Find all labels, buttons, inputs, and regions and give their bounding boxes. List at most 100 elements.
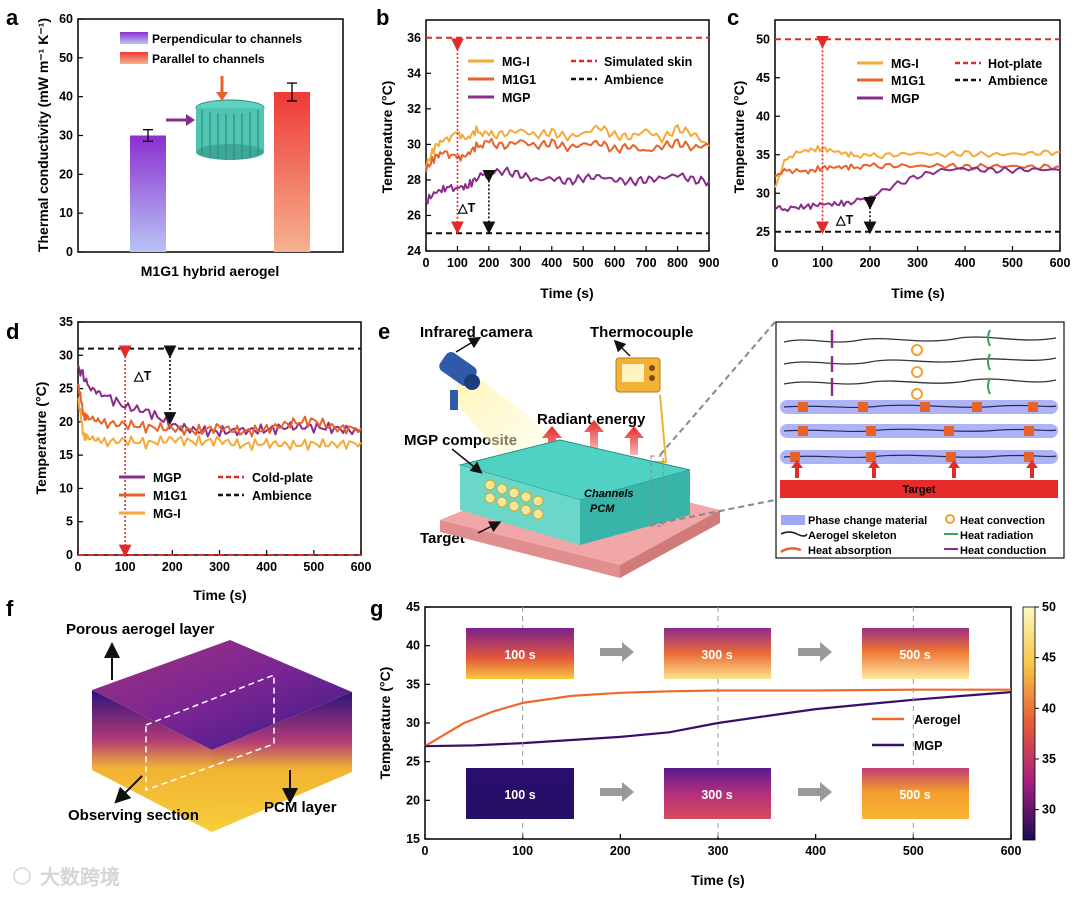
panel-c-xlabel: Time (s) [891,285,944,301]
thermocouple-icon [613,339,668,463]
series-mg-i [774,145,1061,188]
y-tick-label: 25 [756,225,770,239]
label-pcm-e: PCM [590,503,615,515]
x-tick-label: 0 [75,560,82,574]
x-tick-label: 900 [699,256,720,270]
panel-letter-g: g [370,596,383,621]
panel-b-ylabel: Temperature (°C) [379,81,395,194]
label-thermocouple: Thermocouple [590,324,693,341]
label-radiant-energy: Radiant energy [537,411,646,428]
panel-b-line-chart: 0 100 200 300 400 500 600 700 800 900 24 26 28 30 32 34… [379,19,720,301]
legend-g-mgp: MGP [914,739,942,753]
series-m1g1 [77,383,362,438]
y-tick-label: 34 [407,66,421,80]
panel-d-xlabel: Time (s) [193,587,246,603]
y-tick-label: 5 [66,515,73,529]
bar-perpendicular [130,135,166,252]
panel-letter-f: f [6,596,14,621]
inset-row-top: 100 s 300 s 500 s [466,628,969,679]
legend-c-ambience: Ambience [988,74,1048,88]
inset-bottom-3 [862,768,969,819]
x-tick-label: 500 [1002,256,1023,270]
y-tick-label: 40 [756,109,770,123]
legend-e-skeleton: Aerogel skeleton [808,530,897,542]
y-tick-label: 50 [59,51,73,65]
mgp-composite-block: Channels PCM [440,439,720,578]
legend-g-aerogel: Aerogel [914,713,961,727]
legend-c-m1g1: M1G1 [891,74,925,88]
y-tick-label: 20 [59,167,73,181]
x-tick-label: 300 [907,256,928,270]
inset-bottom-2-label: 300 s [701,788,732,802]
inset-row-bottom: 100 s 300 s 500 s [466,768,969,819]
heat-absorption-icon [780,547,802,554]
legend-e-absorption: Heat absorption [808,545,892,557]
colorbar-tick-label: 50 [1042,600,1056,614]
legend-e-convection: Heat convection [960,515,1045,527]
x-tick-label: 0 [422,844,429,858]
panel-letter-c: c [727,5,739,30]
y-tick-label: 15 [406,832,420,846]
colorbar-tick-label: 45 [1042,651,1056,665]
y-tick-label: 20 [59,415,73,429]
panel-b-frame [425,19,710,252]
block-front-face [92,690,212,832]
series-mgp [774,166,1061,213]
y-tick-label: 25 [406,755,420,769]
block-right-face [212,692,352,832]
inset-bottom-1-label: 100 s [504,788,535,802]
y-tick-label: 30 [407,137,421,151]
watermark: 大数跨境 [13,865,120,889]
x-tick-label: 600 [351,560,372,574]
legend-d-mgp: MGP [153,471,181,485]
legend-d-ambience: Ambience [252,489,312,503]
legend-swatch-perpendicular [120,32,148,44]
legend-pcm-swatch [781,515,805,525]
panel-letter-e: e [378,319,390,344]
zoom-target-label: Target [903,484,936,496]
panel-g-xlabel: Time (s) [691,872,744,888]
legend-c-hotplate: Hot-plate [988,57,1042,71]
legend-b-mgi: MG-I [502,55,530,69]
panel-f-schematic: Porous aerogel layer Observing section P… [66,621,352,832]
x-tick-label: 100 [447,256,468,270]
series-mg-i [425,124,710,169]
inset-arrow-icon [798,642,832,662]
legend-e-pcm: Phase change material [808,515,927,527]
y-tick-label: 28 [407,173,421,187]
legend-e-radiation: Heat radiation [960,530,1034,542]
inset-top-2-label: 300 s [701,648,732,662]
series-mgp [425,166,710,205]
y-tick-label: 30 [59,348,73,362]
series-m1g1 [775,162,1061,177]
watermark-text: 大数跨境 [40,865,120,889]
label-observing-section: Observing section [68,807,199,824]
inset-arrow-icon [798,782,832,802]
y-tick-label: 26 [407,208,421,222]
panel-d-legend: MGP M1G1 MG-I Cold-plate Ambience [119,471,313,521]
x-tick-label: 700 [636,256,657,270]
series-mg-i [77,397,362,452]
y-tick-label: 36 [407,31,421,45]
x-tick-label: 300 [510,256,531,270]
x-tick-label: 500 [303,560,324,574]
y-tick-label: 10 [59,481,73,495]
x-tick-label: 400 [541,256,562,270]
legend-label-parallel: Parallel to channels [152,52,265,66]
inset-arrows [600,642,832,802]
y-tick-label: 35 [756,148,770,162]
legend-d-mgi: MG-I [153,507,181,521]
colorbar-tick-label: 30 [1042,803,1056,817]
x-tick-label: 500 [573,256,594,270]
legend-c-mgi: MG-I [891,57,919,71]
panel-a-ylabel: Thermal conductivity (mW m⁻¹ K⁻¹) [35,18,51,252]
y-tick-label: 35 [59,315,73,329]
inset-arrow-icon [600,642,634,662]
x-tick-label: 100 [115,560,136,574]
x-tick-label: 600 [604,256,625,270]
colorbar-tick-label: 40 [1042,701,1056,715]
aerogel-skeleton-icon [780,531,808,537]
panel-c-ylabel: Temperature (°C) [731,81,747,194]
legend-b-mgp: MGP [502,91,530,105]
y-tick-label: 20 [406,793,420,807]
